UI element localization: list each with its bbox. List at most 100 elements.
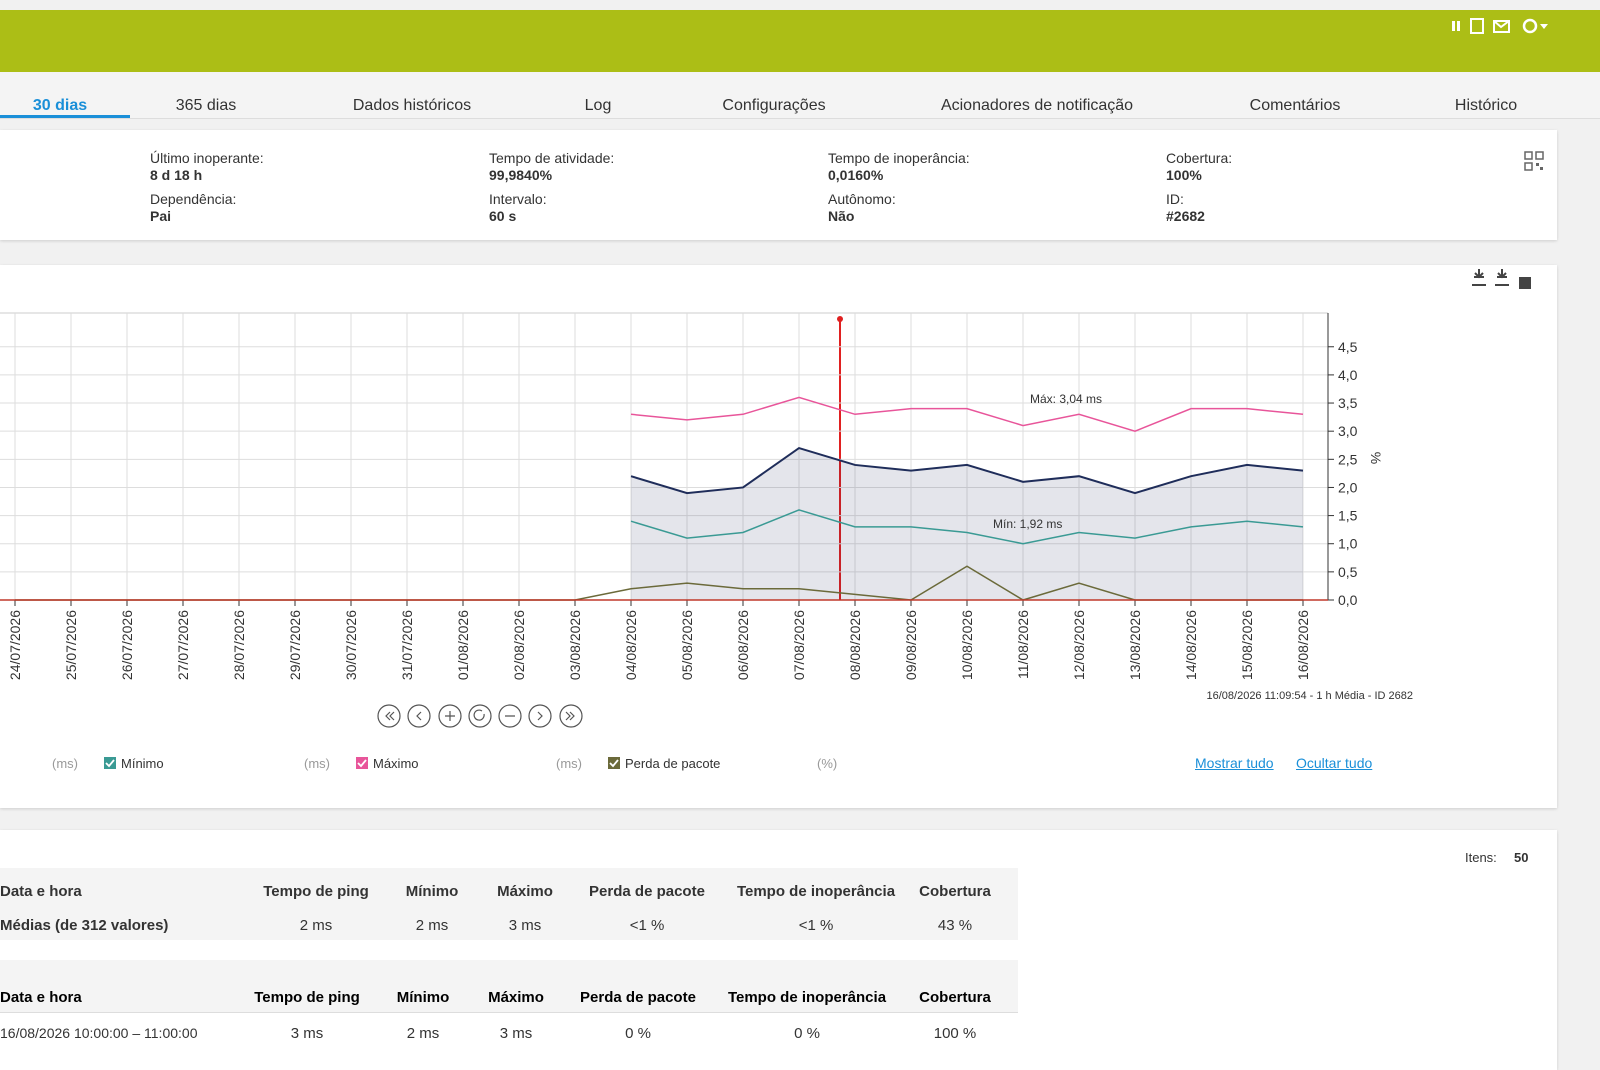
x-tick-label: 04/08/2026 xyxy=(623,610,639,680)
legend-link[interactable]: Mostrar tudo xyxy=(1195,755,1274,771)
x-tick-label: 15/08/2026 xyxy=(1239,610,1255,680)
legend-unit: (ms) xyxy=(556,756,582,771)
legend-check xyxy=(105,759,115,768)
x-tick-label: 07/08/2026 xyxy=(791,610,807,680)
data-table-header-bg xyxy=(0,960,1018,1012)
chart-tools[interactable] xyxy=(1472,269,1531,289)
table-header: Máximo xyxy=(497,883,553,900)
series-line xyxy=(630,396,1304,432)
tab[interactable]: Log xyxy=(584,97,612,114)
info-label: Tempo de inoperância: xyxy=(828,150,970,166)
x-tick-label: 12/08/2026 xyxy=(1071,610,1087,680)
legend-label: Perda de pacote xyxy=(625,756,720,771)
table-cell: 43 % xyxy=(937,917,973,934)
x-tick-label: 03/08/2026 xyxy=(567,610,583,680)
table-cell: <1 % xyxy=(798,917,834,934)
legend-label: Máximo xyxy=(373,756,419,771)
x-tick-label: 16/08/2026 xyxy=(1295,610,1311,680)
info-value: 100% xyxy=(1166,167,1202,183)
y-axis-label: % xyxy=(1368,452,1384,464)
y-tick-label: 3,5 xyxy=(1338,395,1358,411)
header-bar xyxy=(0,10,1600,72)
legend-checkbox xyxy=(608,757,620,769)
legend-check xyxy=(357,759,367,768)
tab[interactable]: Configurações xyxy=(722,97,826,114)
table-cell: 3 ms xyxy=(290,1025,324,1042)
table-cell: 3 ms xyxy=(508,917,542,934)
tab[interactable]: 30 dias xyxy=(32,97,88,114)
legend-label: Mínimo xyxy=(121,756,164,771)
area xyxy=(631,448,1303,600)
legend-unit: (ms) xyxy=(52,756,78,771)
table-cell: 16/08/2026 10:00:00 – 11:00:00 xyxy=(0,1025,198,1041)
info-value: 60 s xyxy=(489,208,517,224)
y-tick-label: 2,5 xyxy=(1338,451,1358,467)
qr-icon xyxy=(1524,151,1544,171)
info-value: 0,0160% xyxy=(828,167,884,183)
chart-footer: 16/08/2026 11:09:54 - 1 h Média - ID 268… xyxy=(1207,690,1414,702)
annotation: Máx: 3,04 ms xyxy=(1030,392,1102,406)
x-tick-label: 13/08/2026 xyxy=(1127,610,1143,680)
legend-unit: (%) xyxy=(817,756,837,771)
y-tick-label: 0,0 xyxy=(1338,592,1358,608)
legend-checkbox xyxy=(356,757,368,769)
table-cell: 0 % xyxy=(625,1025,651,1042)
y-tick-label: 4,5 xyxy=(1338,339,1358,355)
info-value: Pai xyxy=(150,208,172,224)
x-tick-label: 29/07/2026 xyxy=(287,610,303,680)
x-tick-label: 02/08/2026 xyxy=(511,610,527,680)
y-tick-label: 4,0 xyxy=(1338,367,1358,383)
table-header: Perda de pacote xyxy=(589,883,705,900)
y-tick-label: 1,5 xyxy=(1338,508,1358,524)
annotation: Mín: 1,92 ms xyxy=(993,517,1062,531)
x-tick-label: 31/07/2026 xyxy=(399,610,415,680)
x-tick-label: 08/08/2026 xyxy=(847,610,863,680)
info-label: Cobertura: xyxy=(1166,150,1233,166)
info-label: Tempo de atividade: xyxy=(489,150,615,166)
x-tick-label: 26/07/2026 xyxy=(119,610,135,680)
table-header: Cobertura xyxy=(919,989,991,1006)
x-tick-label: 06/08/2026 xyxy=(735,610,751,680)
x-tick-label: 24/07/2026 xyxy=(7,610,23,680)
table-cell: 2 ms xyxy=(406,1025,440,1042)
y-tick-label: 0,5 xyxy=(1338,564,1358,580)
table-header: Mínimo xyxy=(405,883,459,900)
x-tick-label: 10/08/2026 xyxy=(959,610,975,680)
active-tab-underline xyxy=(0,115,130,118)
table-card xyxy=(0,830,1557,1070)
tab[interactable]: 365 dias xyxy=(175,97,237,114)
table-cell: 0 % xyxy=(794,1025,820,1042)
summary-table-bg xyxy=(0,868,1018,940)
x-tick-label: 25/07/2026 xyxy=(63,610,79,680)
table-header: Cobertura xyxy=(919,883,991,900)
x-tick-label: 11/08/2026 xyxy=(1015,610,1031,679)
table-header: Data e hora xyxy=(0,989,82,1006)
info-label: Autônomo: xyxy=(828,191,896,207)
legend-link[interactable]: Ocultar tudo xyxy=(1296,755,1373,771)
table-header: Tempo de inoperância xyxy=(736,883,896,900)
tab[interactable]: Histórico xyxy=(1454,97,1518,114)
table-cell: 3 ms xyxy=(499,1025,533,1042)
tab[interactable]: Dados históricos xyxy=(352,97,472,114)
nav-buttons[interactable] xyxy=(377,704,583,728)
tab-bar xyxy=(0,72,1600,119)
info-card xyxy=(0,130,1557,240)
top-strip xyxy=(0,0,1600,10)
legend-check xyxy=(609,759,619,768)
tab[interactable]: Comentários xyxy=(1249,97,1341,114)
info-label: ID: xyxy=(1166,191,1184,207)
table-header: Tempo de inoperância xyxy=(727,989,887,1006)
table-header: Data e hora xyxy=(0,883,82,900)
items-label: Itens: xyxy=(1465,850,1497,865)
chart-card xyxy=(0,265,1557,808)
x-tick-label: 14/08/2026 xyxy=(1183,610,1199,680)
info-value: 8 d 18 h xyxy=(150,167,203,183)
table-cell: 2 ms xyxy=(415,917,449,934)
tab[interactable]: Acionadores de notificação xyxy=(940,97,1134,114)
table-cell: 2 ms xyxy=(299,917,333,934)
y-tick-label: 2,0 xyxy=(1338,479,1358,495)
series-line xyxy=(630,509,1304,545)
legend-unit: (ms) xyxy=(304,756,330,771)
x-tick-label: 01/08/2026 xyxy=(455,610,471,680)
